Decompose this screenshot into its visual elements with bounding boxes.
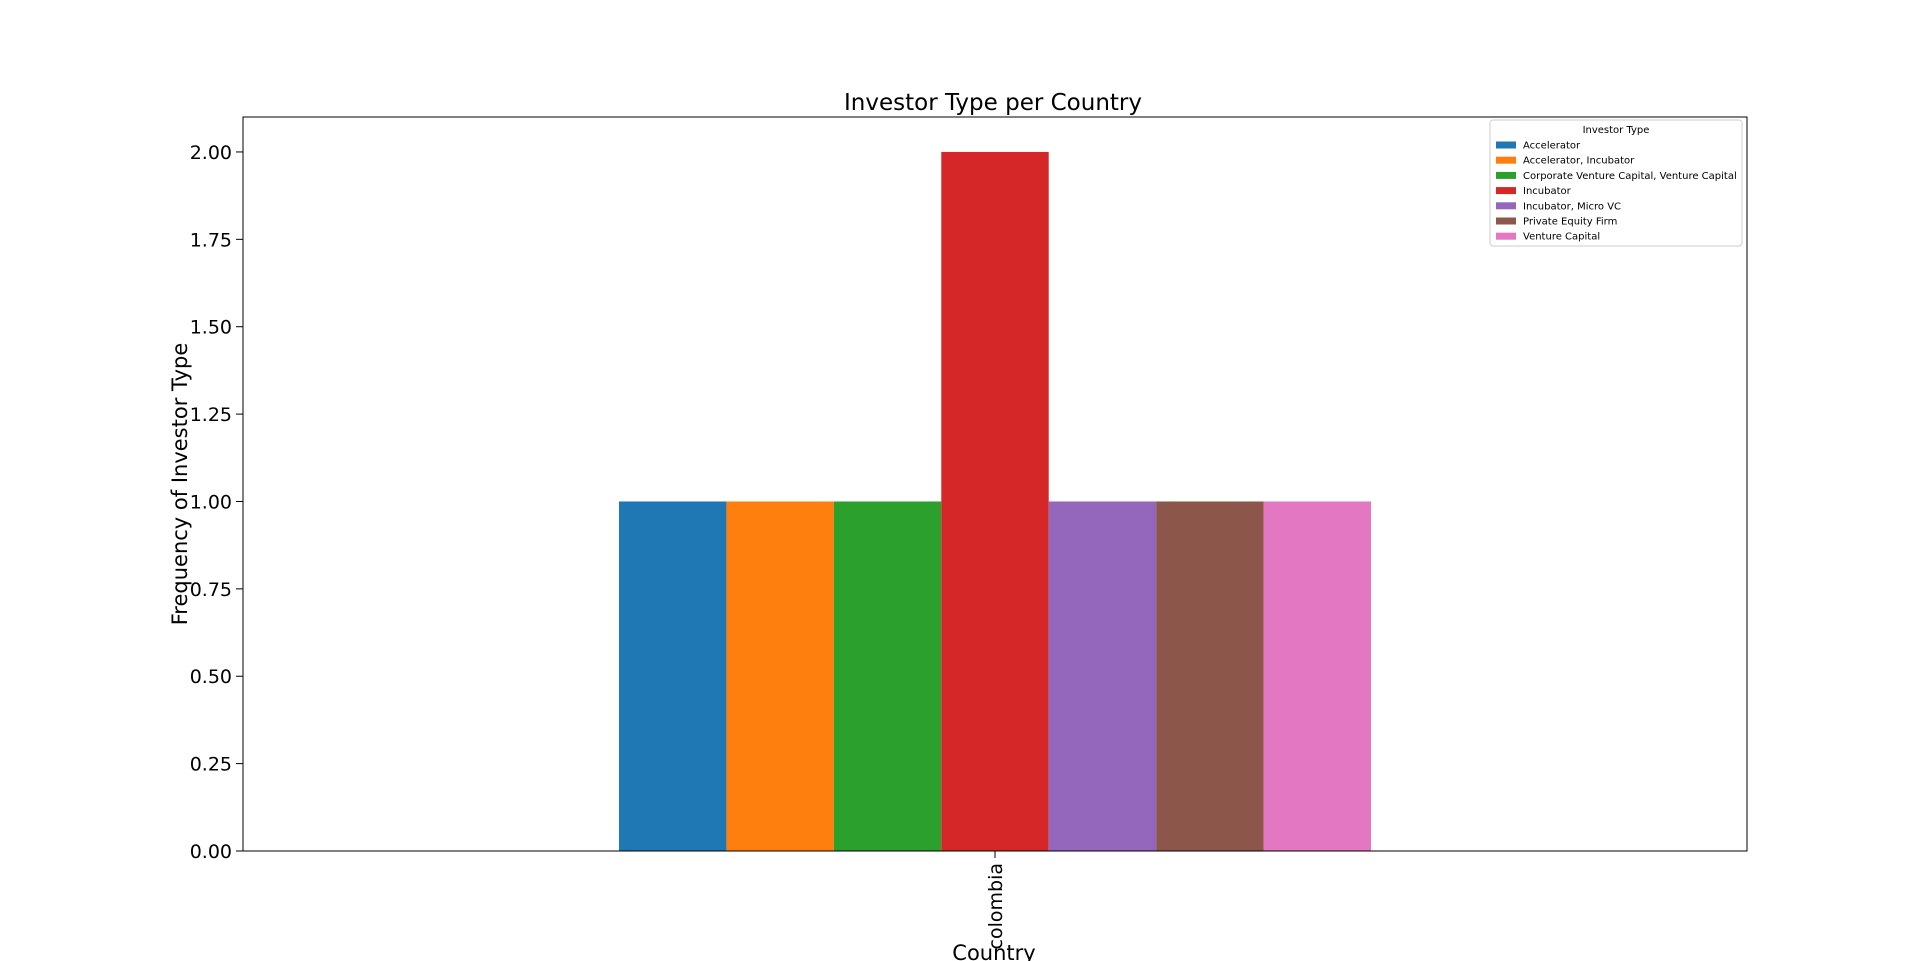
legend-box [1489, 119, 1743, 247]
legend-title: Investor Type [1583, 125, 1650, 136]
y-axis-label: Frequency of Investor Type [168, 343, 192, 626]
y-tick-label: 0.75 [190, 579, 232, 601]
bar-colombia-5 [1156, 501, 1264, 851]
y-tick-label: 0.00 [190, 841, 232, 863]
legend-swatch [1496, 202, 1516, 210]
legend-swatch [1496, 141, 1516, 149]
y-axis: 0.00 0.25 0.50 0.75 1.00 1.25 1.50 1.75 2.00 [190, 142, 243, 863]
legend-swatch [1496, 171, 1516, 179]
legend-label: Venture Capital [1523, 232, 1600, 243]
y-tick-label: 0.50 [190, 666, 232, 688]
bar-colombia-4 [1048, 501, 1157, 851]
bar-colombia-3 [941, 151, 1049, 851]
legend-entries: Accelerator Accelerator, Incubator Corpora… [1496, 141, 1737, 243]
legend-swatch [1496, 232, 1516, 240]
legend-swatch [1496, 156, 1516, 164]
bar-colombia-1 [726, 501, 834, 851]
legend-swatch [1496, 217, 1516, 225]
legend-label: Accelerator [1523, 141, 1581, 152]
legend-label: Accelerator, Incubator [1523, 156, 1635, 167]
chart-title: Investor Type per Country [844, 90, 1142, 116]
y-tick-label: 1.50 [190, 317, 232, 339]
y-tick-label: 0.25 [190, 754, 232, 776]
bar-colombia-0 [619, 501, 727, 851]
legend-label: Incubator, Micro VC [1523, 201, 1621, 212]
legend: Investor Type Accelerator Accelerator, In… [1489, 119, 1743, 247]
y-tick-label: 2.00 [190, 142, 232, 164]
bar-colombia-6 [1263, 501, 1371, 851]
bar-colombia-2 [833, 501, 942, 851]
legend-label: Incubator [1523, 186, 1572, 197]
legend-label: Corporate Venture Capital, Venture Capit… [1523, 171, 1737, 182]
x-axis: colombia [985, 851, 1007, 949]
legend-label: Private Equity Firm [1523, 217, 1617, 228]
bars-group [619, 151, 1371, 851]
x-tick-label: colombia [985, 863, 1007, 949]
legend-swatch [1496, 187, 1516, 195]
y-tick-label: 1.75 [190, 229, 232, 251]
y-tick-label: 1.00 [190, 491, 232, 513]
x-axis-label: Country [952, 941, 1035, 961]
y-tick-label: 1.25 [190, 404, 232, 426]
